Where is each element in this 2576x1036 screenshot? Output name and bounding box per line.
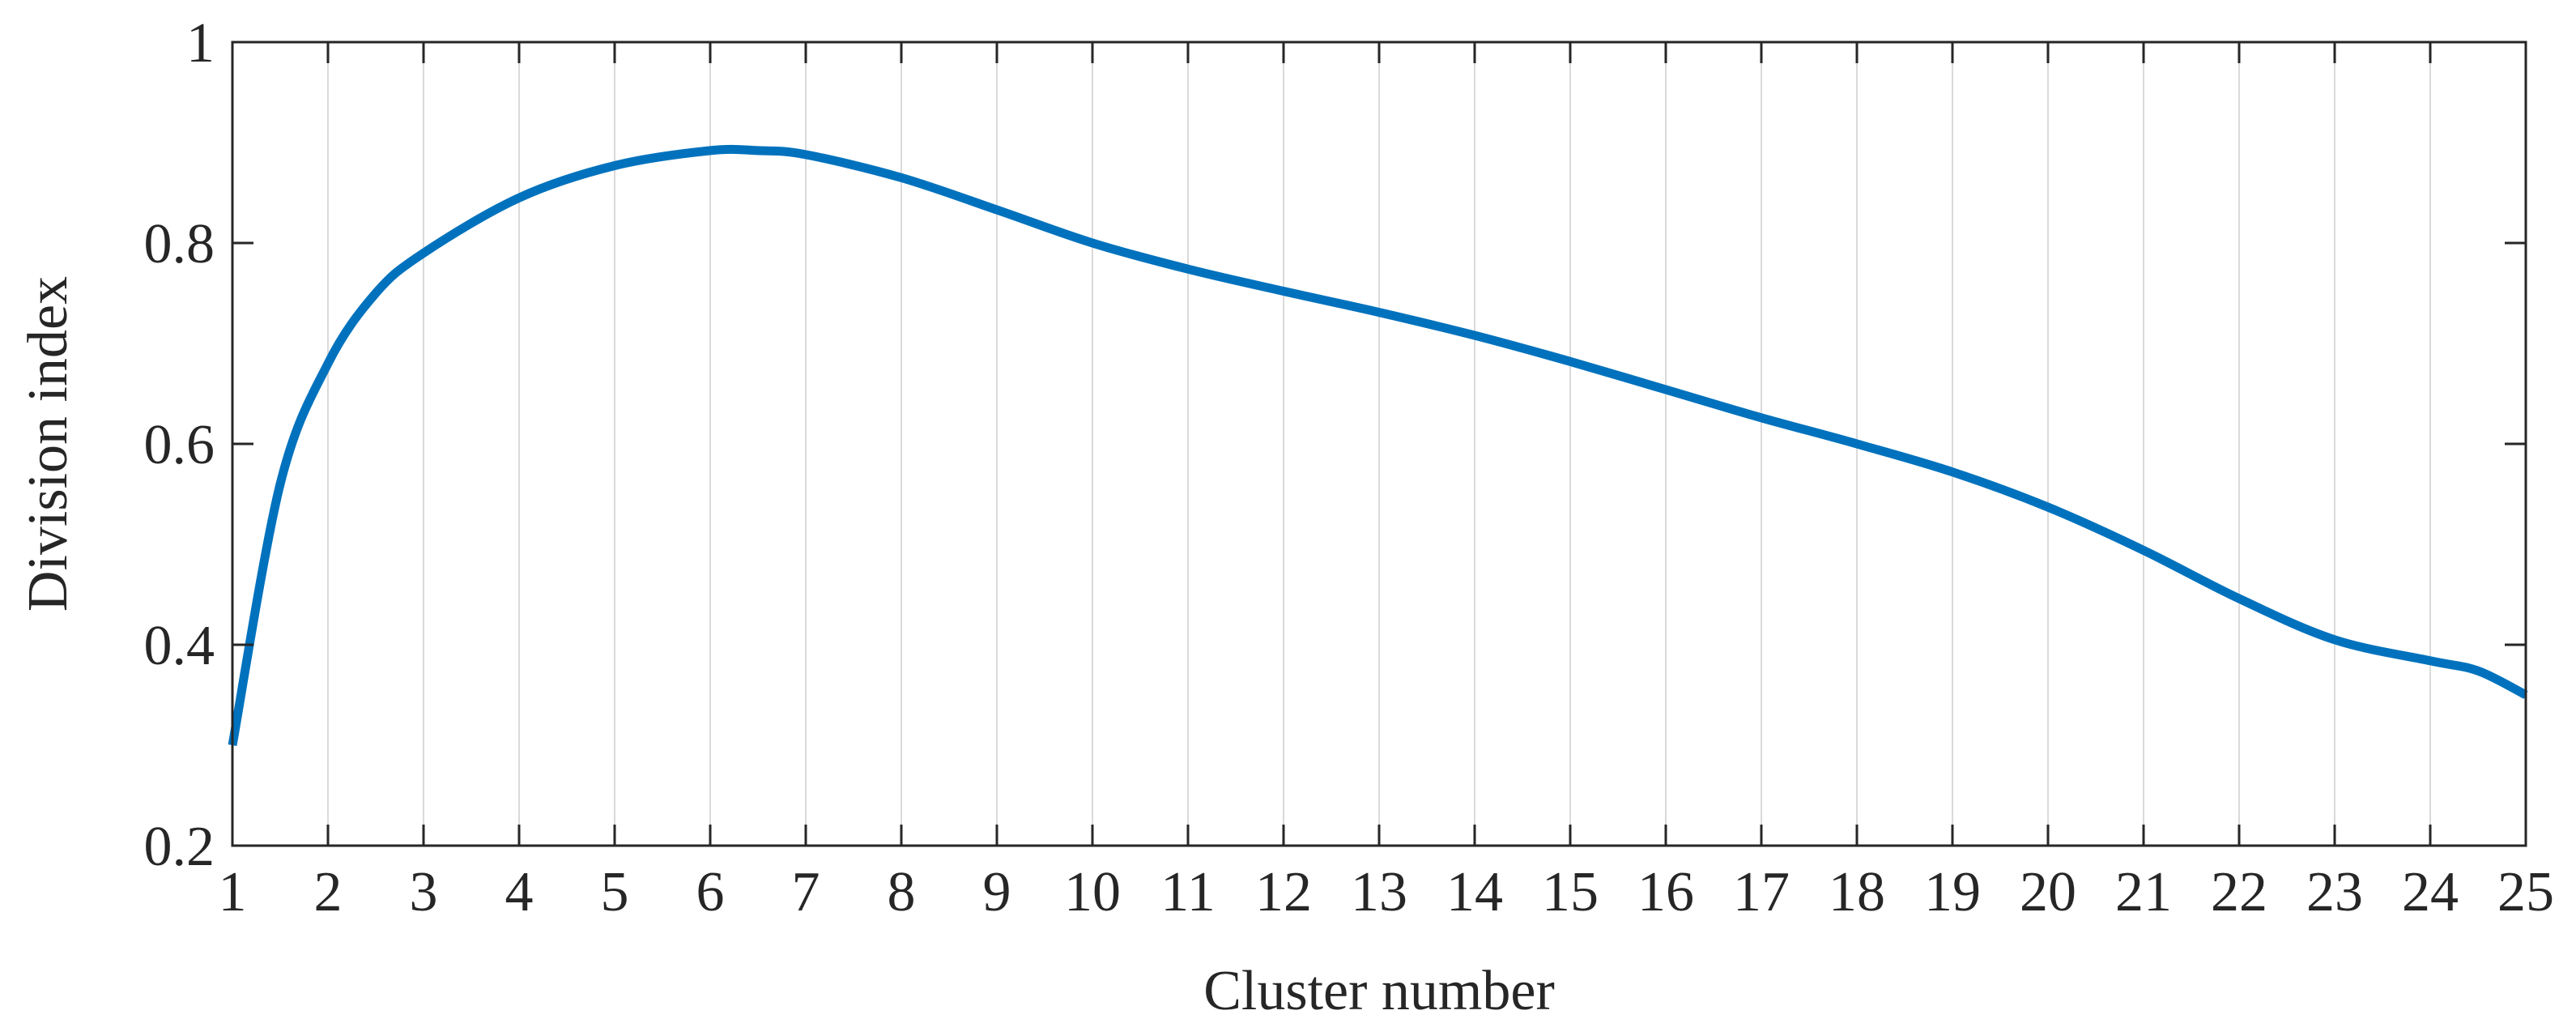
x-tick-label: 9 xyxy=(983,861,1011,923)
x-tick-label: 14 xyxy=(1446,861,1503,923)
tick-marks xyxy=(231,41,2527,847)
x-tick-label: 22 xyxy=(2211,861,2267,923)
x-tick-label: 17 xyxy=(1733,861,1790,923)
y-tick-label: 0.6 xyxy=(144,414,215,476)
x-tick-label: 11 xyxy=(1160,861,1215,923)
x-tick-label: 7 xyxy=(792,861,820,923)
x-tick-label: 19 xyxy=(1924,861,1981,923)
series-layer xyxy=(228,144,2528,746)
y-tick-label: 0.2 xyxy=(144,816,215,878)
x-tick-label: 10 xyxy=(1064,861,1121,923)
x-axis-label: Cluster number xyxy=(1203,960,1555,1022)
x-tick-label: 2 xyxy=(314,861,343,923)
y-tick-labels: 0.2 0.4 0.6 0.8 1 xyxy=(144,12,215,878)
x-tick-label: 15 xyxy=(1542,861,1599,923)
y-tick-label: 0.8 xyxy=(144,213,215,275)
x-tick-label: 3 xyxy=(410,861,438,923)
series-line xyxy=(228,144,2528,746)
y-tick-label: 1 xyxy=(186,12,215,75)
x-tick-labels: 1 2 3 4 5 6 7 8 9 10 11 12 13 14 15 16 17 18 19 20 21 22 23 24 2… xyxy=(219,861,2555,923)
x-tick-label: 8 xyxy=(888,861,916,923)
x-tick-label: 25 xyxy=(2497,861,2554,923)
x-tick-label: 1 xyxy=(219,861,247,923)
y-tick-label: 0.4 xyxy=(144,615,215,677)
x-tick-label: 24 xyxy=(2402,861,2459,923)
x-tick-label: 6 xyxy=(696,861,725,923)
x-tick-label: 13 xyxy=(1351,861,1407,923)
grid-lines xyxy=(327,42,2431,846)
y-axis-label: Division index xyxy=(17,276,79,612)
x-tick-label: 12 xyxy=(1255,861,1312,923)
x-tick-label: 20 xyxy=(2020,861,2076,923)
x-tick-label: 23 xyxy=(2306,861,2363,923)
x-tick-label: 5 xyxy=(601,861,629,923)
x-tick-label: 16 xyxy=(1637,861,1694,923)
x-tick-label: 18 xyxy=(1829,861,1885,923)
x-tick-label: 4 xyxy=(505,861,534,923)
x-tick-label: 21 xyxy=(2115,861,2172,923)
